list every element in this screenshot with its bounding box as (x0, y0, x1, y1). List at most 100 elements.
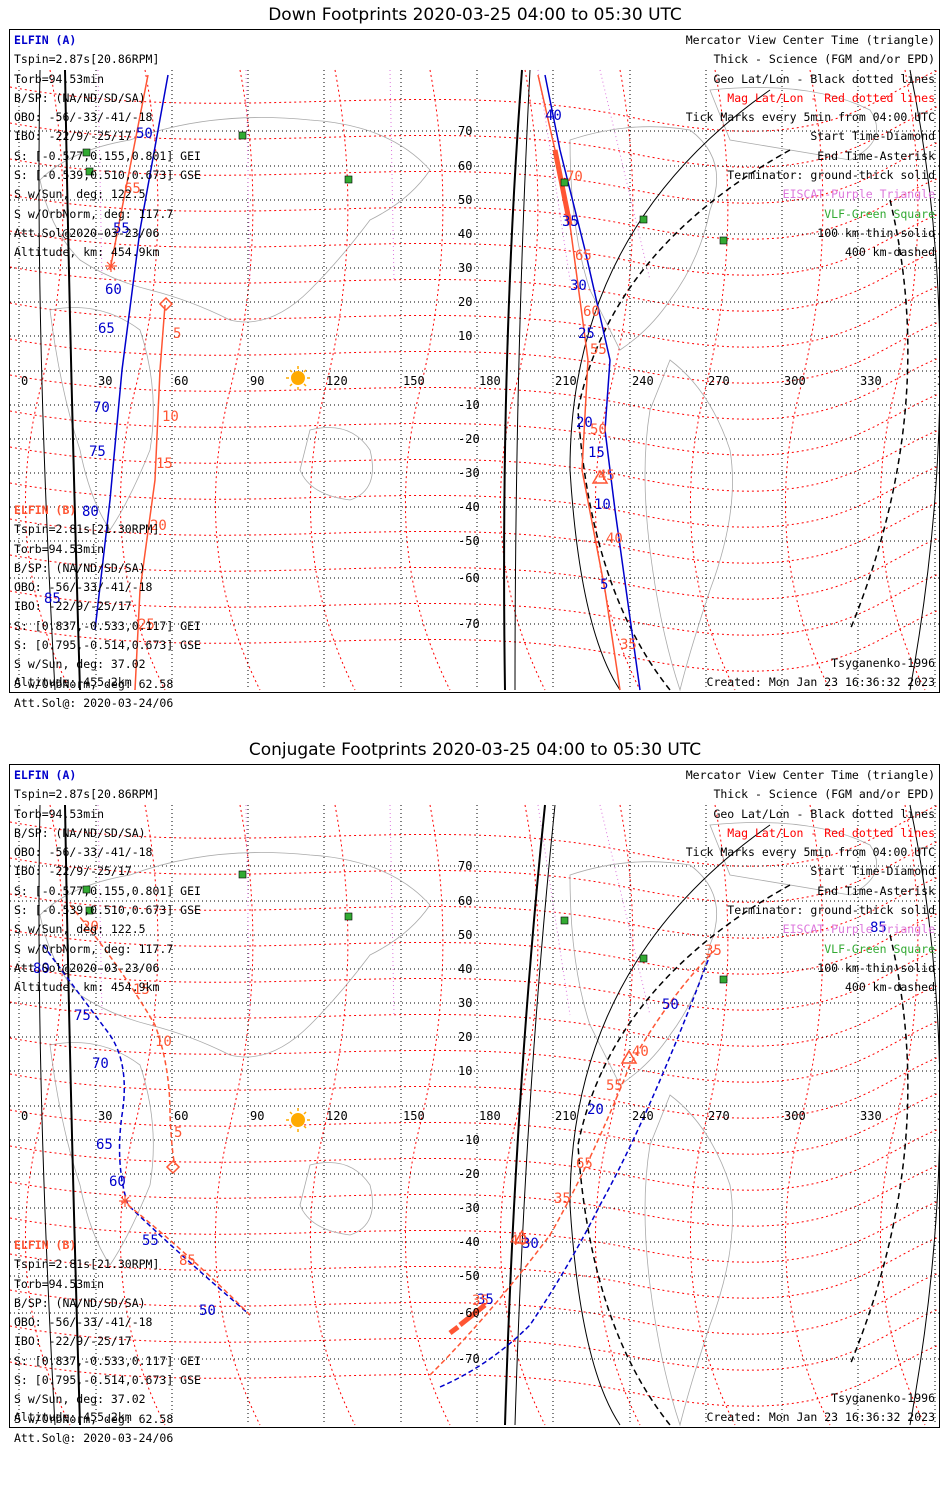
lat-label: 50 (458, 928, 472, 942)
legend-item: Mag Lat/Lon - Red dotted lines (727, 90, 935, 105)
tick-a-9: 50 (662, 997, 679, 1013)
legend-item: 100 km-thin solid (817, 960, 935, 975)
mag-meridian (405, 69, 451, 691)
lat-label: 70 (458, 859, 472, 873)
tick-a-3: 70 (92, 1056, 109, 1072)
lon-label: 30 (98, 1109, 112, 1123)
lon-label: 0 (21, 1109, 28, 1123)
tick-b-3: 15 (156, 456, 173, 472)
lon-label: 30 (98, 374, 112, 388)
elfin-a-line: Altitude, km: 454.9km (14, 980, 160, 995)
legend-item: EISCAT-Purple Triangle (782, 187, 935, 202)
mag-meridian (500, 69, 546, 691)
elfin-b-altitude: Altitude: 455.2km (14, 1410, 132, 1424)
tick-a-6: 80 (82, 504, 99, 520)
tick-b-5: 25 (138, 617, 155, 633)
tick-a-4: 70 (93, 400, 110, 416)
mag-meridian (500, 804, 546, 1426)
tick-b-7: 65 (575, 248, 592, 264)
start-diamond-b (165, 1159, 181, 1175)
elfin-a-line: OBO: -56/-33/-41/-18 (14, 845, 153, 860)
lon-label: 90 (250, 1109, 264, 1123)
lat-axis-labels: 70 60 50 40 30 20 10 -10 -20 -30 -40 -50 -60 -70 (458, 859, 480, 1366)
lon-label: 180 (479, 374, 501, 388)
tick-a-15: 5 (600, 577, 608, 593)
legend-item: 400 km-dashed (844, 245, 935, 260)
lat-label: 20 (458, 295, 472, 309)
landmass-outline (709, 87, 878, 161)
elfin-b-line: B/SP: (NA/ND/SD/SA) (14, 1295, 146, 1310)
lon-label: 240 (632, 1109, 654, 1123)
tick-b-11: 45 (598, 468, 615, 484)
elfin-a-line: Altitude, km: 454.9km (14, 245, 160, 260)
elfin-a-line: S w/Sun, deg: 122.5 (14, 187, 146, 202)
legend-item: Mercator View Center Time (triangle) (685, 33, 935, 47)
legend-item: Tick Marks every 5min from 04:00 UTC (685, 110, 935, 125)
tick-b-0: 15 (133, 982, 150, 998)
elfin-b-line: S: [0.795,-0.514,0.673] GSE (14, 638, 201, 653)
tick-b-1: 10 (155, 1034, 172, 1050)
legend-item: Thick - Science (FGM and/or EPD) (713, 52, 935, 67)
lat-label: -70 (458, 617, 480, 631)
tick-a-12: 20 (576, 415, 593, 431)
lon-axis-labels: 0 30 60 90 120 150 180 210 240 270 300 330 360 (21, 374, 939, 388)
mag-meridian (120, 804, 166, 1426)
legend-item: Terminator: ground-thick solid (727, 168, 935, 183)
lon-axis-labels: 0 30 60 90 120 150 180 210 240 270 300 330 360 (21, 1109, 939, 1123)
elfin-a-line: Torb=94.53min (14, 71, 105, 86)
lon-label: 270 (708, 1109, 730, 1123)
lon-label: 60 (174, 374, 188, 388)
created-label: Created: Mon Jan 23 16:36:32 2023 (706, 675, 935, 689)
elfin-b-line: S w/OrbNorm, deg: 62.58 (14, 676, 174, 691)
legend-item: Geo Lat/Lon - Black dotted lines (713, 71, 935, 86)
tick-a-10: 20 (587, 1102, 604, 1118)
lon-label: 120 (326, 374, 348, 388)
lat-label: 30 (458, 261, 472, 275)
tick-b-6: 70 (566, 169, 583, 185)
tick-a-14: 10 (594, 497, 611, 513)
tick-a-10: 30 (570, 278, 587, 294)
elfin-b-line: B/SP: (NA/ND/SD/SA) (14, 560, 146, 575)
tick-a-3: 65 (98, 321, 115, 337)
lat-label: -50 (458, 534, 480, 548)
tick-a-13: 15 (588, 445, 605, 461)
legend-item: Start Time-Diamond (810, 129, 935, 144)
elfin-a-line: Att.Sol@2020-03-23/06 (14, 225, 160, 240)
elfin-a-line: S: [-0.539,0.510,0.673] GSE (14, 168, 201, 183)
lon-label: 300 (784, 374, 806, 388)
elfin-b-line: S w/OrbNorm, deg: 62.58 (14, 1411, 174, 1426)
mag-meridian (25, 69, 71, 691)
end-asterisk-b (105, 260, 117, 272)
legend: Mercator View Center Time (triangle) Thi… (686, 31, 935, 263)
lat-axis-labels: 70 60 50 40 30 20 10 -10 -20 -30 -40 -50 -60 -70 (458, 124, 480, 631)
tick-a-8: 85 (870, 920, 887, 936)
end-asterisk-b (119, 1195, 131, 1207)
tick-a-5: 60 (109, 1174, 126, 1190)
lon-label: 210 (555, 374, 577, 388)
elfin-b-line: S: [0.837,-0.533,0.117] GEI (14, 1353, 201, 1368)
created-label: Created: Mon Jan 23 16:36:32 2023 (706, 1410, 935, 1424)
legend-item: VLF-Green Square (824, 941, 935, 956)
lon-label: 360 (937, 374, 939, 388)
landmass-outline (299, 427, 373, 501)
elfin-b-line: S w/Sun, deg: 37.02 (14, 1392, 146, 1407)
elfin-a-track (94, 74, 641, 691)
elfin-a-line: S w/Sun, deg: 122.5 (14, 922, 146, 937)
legend-item: 400 km-dashed (844, 980, 935, 995)
tick-b-9: 55 (590, 342, 607, 358)
elfin-a-line: S: [-0.539,0.510,0.673] GSE (14, 903, 201, 918)
tick-b-0: 65 (124, 181, 141, 197)
lat-label: -40 (458, 1235, 480, 1249)
tick-b-5: 40 (632, 1044, 649, 1060)
tick-a-2: 60 (105, 282, 122, 298)
elfin-a-line: IBO: -22/9/-25/17 (14, 864, 132, 879)
lat-label: -20 (458, 1167, 480, 1181)
tick-a-9: 35 (562, 214, 579, 230)
legend-item: End Time-Asterisk (817, 148, 935, 163)
elfin-b-info: ELFIN (B) Tspin=2.81s[21.30RPM] Torb=94.… (14, 1236, 201, 1448)
legend-item: Mag Lat/Lon - Red dotted lines (727, 825, 935, 840)
elfin-b-track (109, 74, 621, 691)
panel1-title: Down Footprints 2020-03-25 04:00 to 05:3… (268, 5, 682, 25)
legend-item: End Time-Asterisk (817, 883, 935, 898)
elfin-a-line: S w/OrbNorm, deg: 117.7 (14, 941, 174, 956)
